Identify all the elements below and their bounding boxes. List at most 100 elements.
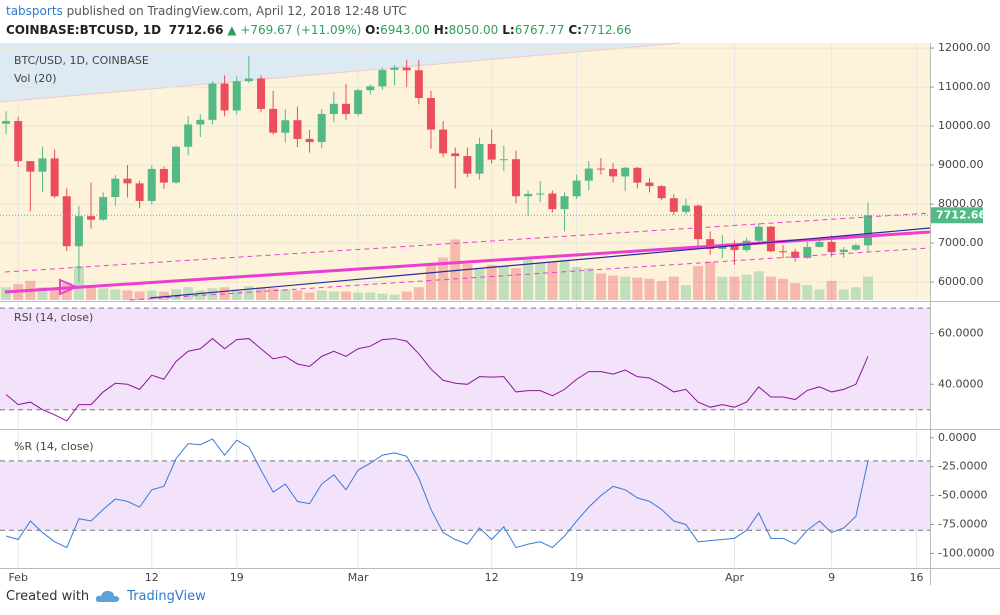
volume-bar	[110, 289, 121, 300]
volume-bar	[729, 276, 740, 300]
volume-bar	[802, 285, 813, 300]
ohlc-value: 8050.00	[448, 23, 499, 37]
volume-bar	[753, 271, 764, 300]
candle-body	[99, 197, 108, 220]
candle-body	[730, 245, 739, 251]
y-tick-label: -25.0000	[938, 460, 987, 473]
candle-body	[779, 251, 788, 253]
header-line: tabsports published on TradingView.com, …	[6, 2, 636, 21]
candle-body	[232, 81, 241, 111]
volume-bar	[535, 262, 546, 300]
volume-bar	[195, 290, 206, 300]
y-tick-label: 40.0000	[938, 377, 984, 390]
x-tick-label: Mar	[348, 571, 369, 584]
candle-body	[681, 205, 690, 212]
volume-bar	[401, 291, 412, 300]
candle-body	[827, 241, 836, 253]
candle-body	[669, 198, 678, 212]
candle-body	[62, 196, 71, 247]
candle-body	[196, 119, 205, 125]
volume-title: Vol (20)	[14, 72, 57, 85]
volume-bar	[863, 276, 874, 300]
last-price-box	[931, 207, 983, 224]
trend-line	[149, 227, 931, 299]
volume-bar	[122, 290, 133, 300]
x-tick-label: Feb	[8, 571, 27, 584]
volume-bar	[838, 289, 849, 300]
candle-body	[220, 83, 229, 111]
volume-bar	[340, 291, 351, 300]
ohlc-label: H:	[433, 23, 449, 37]
candle-body	[766, 226, 775, 252]
volume-bar	[498, 266, 509, 300]
volume-bar	[1, 287, 12, 300]
y-tick-label: 10000.00	[938, 119, 991, 132]
ohlc-label: C:	[568, 23, 582, 37]
candle-body	[38, 158, 47, 172]
arrow	[59, 278, 79, 296]
ohlc: O:6943.00 H:8050.00 L:6767.77 C:7712.66	[365, 23, 635, 37]
candle-body	[208, 83, 217, 120]
last-price: 7712.66	[168, 23, 224, 37]
indicator-line	[5, 438, 869, 549]
candle-body	[633, 167, 642, 183]
candle-body	[536, 193, 545, 195]
volume-bar	[632, 277, 643, 300]
volume-bar	[765, 276, 776, 300]
change: ▲ +769.67 (+11.09%)	[227, 23, 362, 37]
candle-body	[426, 97, 435, 130]
x-tick-label: 12	[485, 571, 499, 584]
x-tick-label: 12	[145, 571, 159, 584]
candle-body	[414, 70, 423, 98]
candle-body	[694, 205, 703, 240]
volume-bar	[644, 278, 655, 300]
volume-bar	[693, 266, 704, 300]
candle-body	[864, 215, 873, 246]
y-tick-label: -100.0000	[938, 546, 994, 559]
volume-bar	[425, 262, 436, 300]
candle-body	[645, 182, 654, 187]
x-tick-label: 16	[910, 571, 924, 584]
volume-bar	[486, 264, 497, 300]
volume-bar	[656, 280, 667, 300]
x-tick-label: Apr	[725, 571, 745, 584]
volume-bar	[571, 267, 582, 300]
candle-body	[26, 161, 35, 172]
candle-body	[341, 103, 350, 114]
candle-body	[378, 69, 387, 87]
candle-body	[172, 146, 181, 183]
volume-bar	[49, 288, 60, 300]
candle-body	[451, 153, 460, 157]
ohlc-label: L:	[502, 23, 515, 37]
candle-body	[657, 186, 666, 199]
y-tick-label: 9000.00	[938, 158, 984, 171]
volume-bar	[353, 292, 364, 300]
logo	[95, 590, 120, 602]
candle-body	[184, 124, 193, 147]
candle-body	[463, 156, 472, 174]
candle-body	[560, 196, 569, 210]
indicator-line	[5, 337, 869, 422]
volume-bar	[559, 259, 570, 300]
published: published on TradingView.com, April 12, …	[66, 4, 407, 18]
candle-body	[159, 168, 168, 183]
pane-title: BTC/USD, 1D, COINBASE	[14, 54, 149, 67]
candle-body	[548, 193, 557, 210]
candle-body	[50, 158, 59, 197]
y-tick-label: -50.0000	[938, 489, 987, 502]
ohlc-value: 6767.77	[514, 23, 565, 37]
channel-line	[0, 42, 681, 103]
volume-bar	[231, 289, 242, 300]
y-tick-label: 12000.00	[938, 41, 991, 54]
volume-bar	[304, 292, 315, 300]
volume-bar	[389, 294, 400, 300]
candle-body	[742, 240, 751, 251]
volume-bar	[73, 266, 84, 300]
x-tick-label: 19	[570, 571, 584, 584]
candle-body	[390, 67, 399, 70]
y-tick-label: 7000.00	[938, 236, 984, 249]
candle-body	[475, 144, 484, 174]
ohlc-label: O:	[365, 23, 381, 37]
volume-bar	[292, 290, 303, 300]
